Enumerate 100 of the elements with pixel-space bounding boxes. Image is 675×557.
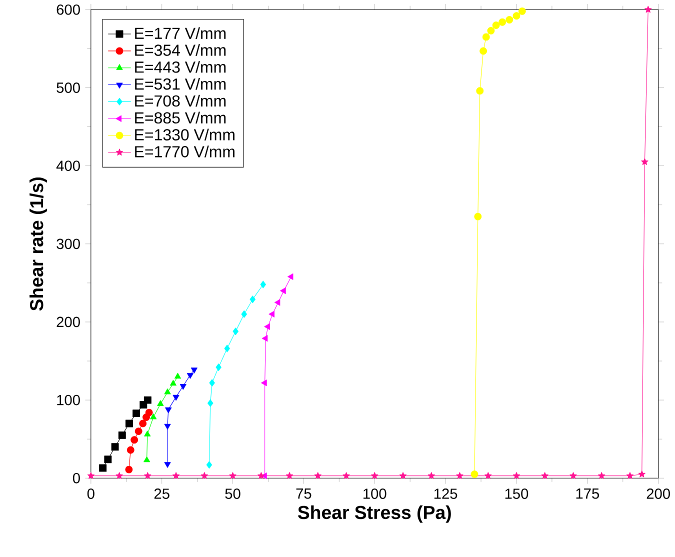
point (130, 436, 138, 444)
y-tick-label: 100 (57, 394, 80, 406)
point (180, 384, 186, 390)
x-tick-label: 175 (576, 488, 600, 499)
point (224, 344, 230, 352)
y-tick-label: 0 (72, 472, 80, 484)
legend-label: E=1770 V/mm (135, 146, 234, 158)
point (264, 323, 270, 330)
point (261, 380, 267, 386)
point (118, 431, 126, 439)
point (512, 12, 520, 20)
point (371, 472, 378, 479)
point (498, 18, 506, 26)
point (139, 420, 147, 428)
point (132, 410, 140, 418)
point (399, 472, 407, 479)
point (125, 420, 133, 428)
point (274, 299, 280, 306)
point (150, 413, 157, 420)
point (480, 47, 488, 55)
point (541, 472, 548, 479)
legend-label: E=177 V/mm (135, 27, 226, 39)
y-tick-label: 600 (56, 4, 80, 15)
point (232, 328, 238, 336)
point (157, 400, 164, 406)
point (638, 470, 646, 478)
point (206, 461, 212, 469)
y-tick-label: 500 (56, 82, 80, 93)
point (144, 430, 151, 436)
legend-label: E=1330 V/mm (135, 128, 234, 140)
point (314, 472, 322, 479)
x-tick-label: 100 (364, 488, 386, 499)
point (506, 16, 514, 24)
point (518, 7, 526, 15)
point (487, 26, 495, 34)
y-tick-label: 200 (56, 316, 80, 328)
point (280, 287, 286, 294)
point (644, 6, 652, 13)
point (134, 428, 142, 435)
point (342, 472, 350, 479)
point (125, 466, 133, 474)
point (428, 472, 435, 479)
point (207, 399, 214, 407)
x-tick-label: 0 (87, 488, 94, 499)
point (512, 472, 520, 479)
point (172, 394, 180, 401)
legend-label: E=354 V/mm (135, 44, 226, 56)
point (170, 380, 176, 386)
point (492, 21, 500, 29)
x-tick-label: 150 (505, 488, 528, 499)
point (209, 379, 215, 387)
legend-label: E=708 V/mm (135, 94, 226, 107)
x-tick-label: 25 (154, 488, 170, 499)
point (126, 446, 134, 454)
point (145, 408, 153, 416)
point (641, 158, 648, 165)
point (111, 443, 119, 451)
point (268, 310, 274, 318)
point (87, 472, 94, 479)
point (164, 462, 171, 468)
point (598, 472, 606, 479)
point (216, 363, 222, 371)
point (262, 335, 268, 342)
point (286, 472, 294, 479)
point (258, 472, 265, 479)
legend-label: E=443 V/mm (135, 61, 226, 73)
point (172, 472, 180, 479)
x-tick-label: 200 (646, 488, 670, 499)
point (250, 296, 256, 304)
y-tick-label: 400 (56, 160, 80, 171)
point (174, 372, 181, 379)
point (164, 424, 171, 430)
point (476, 87, 484, 95)
point (186, 373, 194, 379)
point (99, 464, 107, 472)
point (190, 368, 198, 374)
point (144, 456, 150, 462)
x-tick-label: 75 (296, 488, 312, 499)
point (104, 456, 112, 464)
point (260, 280, 266, 288)
point (165, 407, 172, 414)
point (482, 33, 490, 41)
y-tick-label: 300 (56, 238, 80, 250)
point (116, 472, 123, 479)
legend-label: E=885 V/mm (135, 112, 226, 124)
point (164, 388, 171, 394)
y-axis-title: Shear rate (1/s) (30, 177, 47, 311)
point (229, 472, 236, 479)
x-tick-label: 125 (434, 488, 458, 499)
point (241, 310, 247, 318)
point (200, 472, 208, 479)
point (570, 472, 577, 479)
x-axis-title: Shear Stress (Pa) (298, 505, 451, 523)
legend-label: E=531 V/mm (135, 78, 226, 90)
point (456, 472, 464, 479)
point (474, 212, 482, 220)
point (470, 470, 478, 478)
point (144, 472, 152, 479)
x-tick-label: 50 (225, 488, 240, 499)
point (626, 472, 634, 479)
